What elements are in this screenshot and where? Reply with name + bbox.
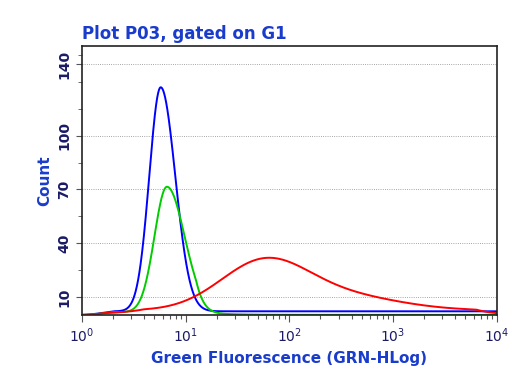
Y-axis label: Count: Count <box>37 155 52 206</box>
X-axis label: Green Fluorescence (GRN-HLog): Green Fluorescence (GRN-HLog) <box>151 351 428 366</box>
Text: Plot P03, gated on G1: Plot P03, gated on G1 <box>82 25 287 43</box>
